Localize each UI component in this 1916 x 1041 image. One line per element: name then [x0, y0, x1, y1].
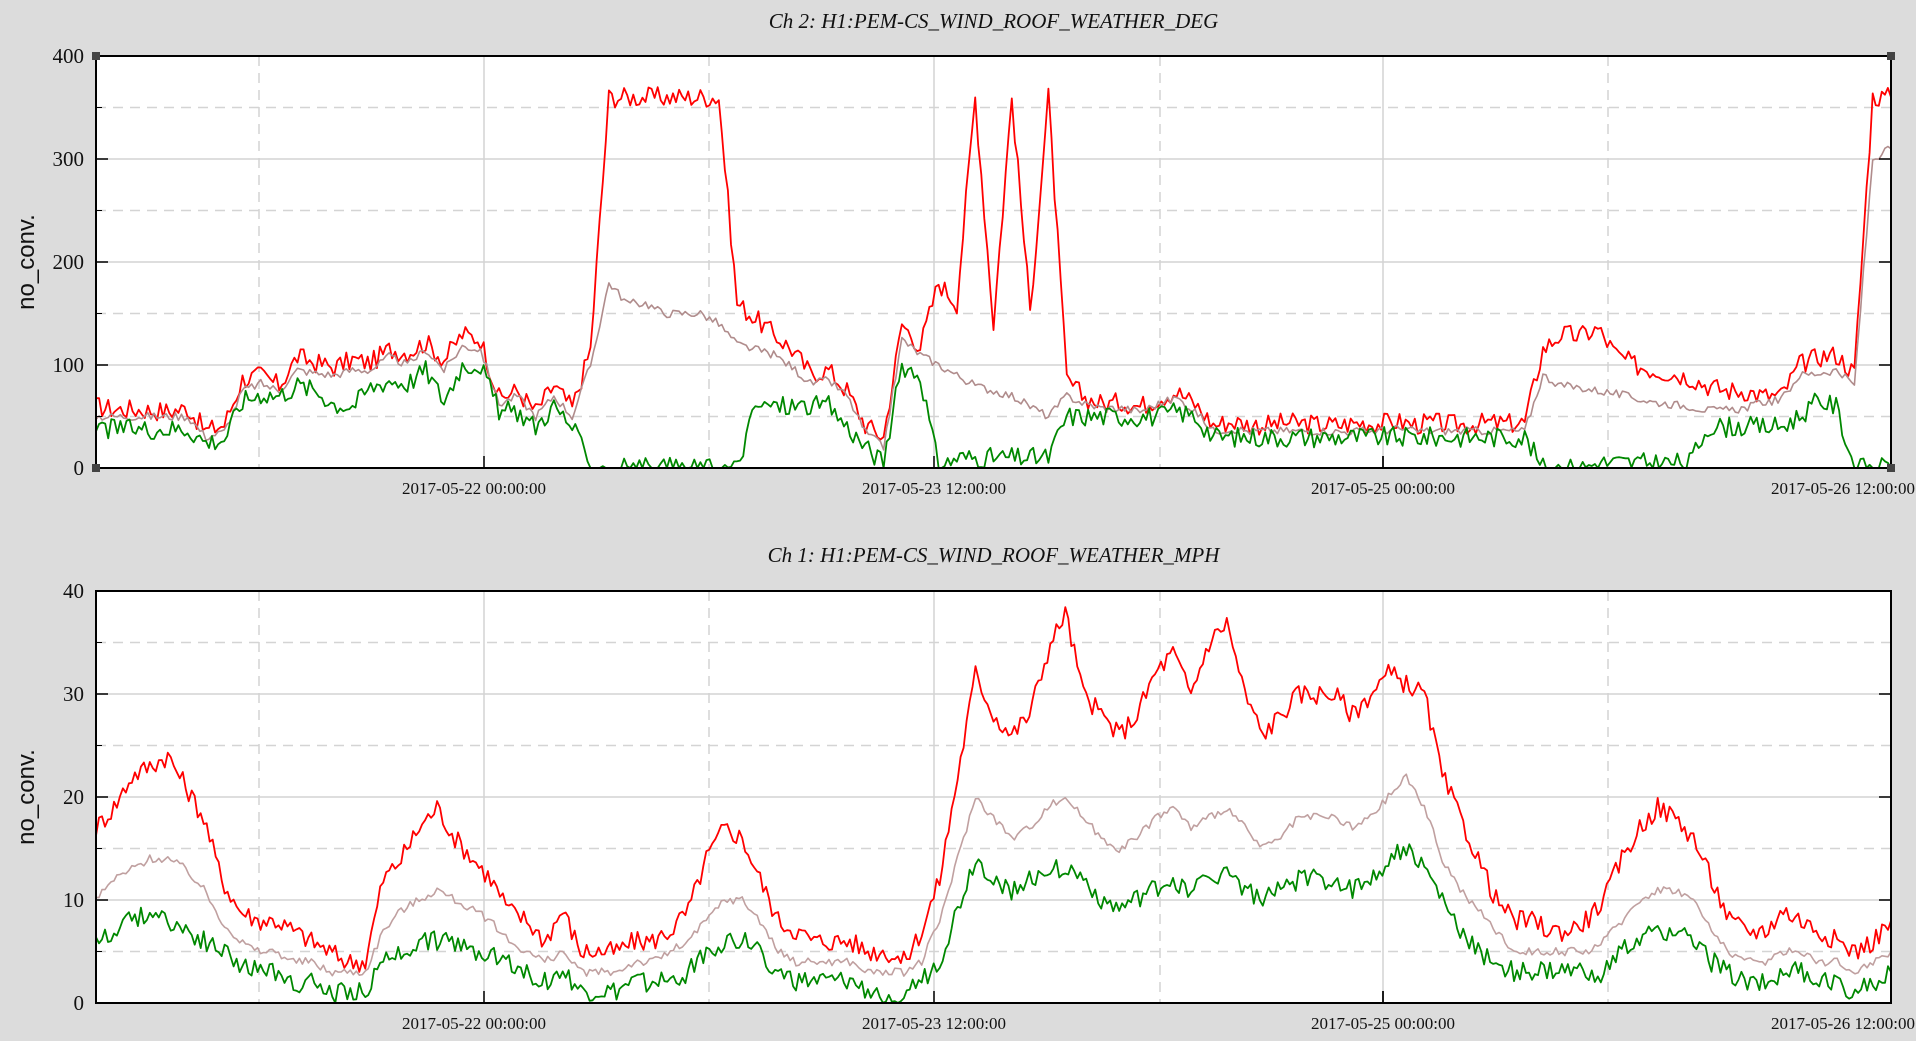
chart-1-xtick-label: 2017-05-22 00:00:00 — [402, 479, 546, 498]
chart-1-group: 0 100 200 300 400 2017-05-22 00:00:00 2017-05-… — [13, 9, 1915, 498]
chart-1-ytick-label: 100 — [53, 353, 85, 377]
chart-1-xtick-label: 2017-05-26 12:00:00 — [1771, 479, 1915, 498]
chart-2-series-max — [95, 606, 1892, 973]
chart-2-ytick-label: 30 — [63, 682, 84, 706]
chart-1-corner-handle — [92, 464, 100, 472]
chart-2-xtick-label: 2017-05-23 12:00:00 — [862, 1014, 1006, 1033]
chart-2-ytick-label: 10 — [63, 888, 84, 912]
chart-2-xtick-label: 2017-05-25 00:00:00 — [1311, 1014, 1455, 1033]
chart-1-corner-handle — [1887, 52, 1895, 60]
chart-1-xtick-label: 2017-05-23 12:00:00 — [862, 479, 1006, 498]
chart-1-series-min — [95, 360, 1892, 469]
chart-2-ylabel: no_conv. — [13, 749, 40, 845]
chart-2-ytick-label: 0 — [74, 991, 85, 1015]
chart-1-ylabel: no_conv. — [13, 214, 40, 310]
chart-2-ytick-label: 20 — [63, 785, 84, 809]
chart-1-corner-handle — [92, 52, 100, 60]
chart-1-series-mean — [95, 145, 1892, 451]
chart-2-xtick-label: 2017-05-26 12:00:00 — [1771, 1014, 1915, 1033]
chart-1-corner-handle — [1887, 464, 1895, 472]
chart-1-xtick-label: 2017-05-25 00:00:00 — [1311, 479, 1455, 498]
chart-1-ytick-label: 400 — [53, 44, 85, 68]
chart-2-group: 0 10 20 30 40 2017-05-22 00:00:00 2017-05-23 1… — [13, 543, 1915, 1033]
chart-2-title: Ch 1: H1:PEM-CS_WIND_ROOF_WEATHER_MPH — [768, 543, 1222, 567]
chart-1-ytick-label: 0 — [74, 456, 85, 480]
chart-1-title: Ch 2: H1:PEM-CS_WIND_ROOF_WEATHER_DEG — [769, 9, 1218, 33]
chart-1-ytick-label: 200 — [53, 250, 85, 274]
chart-2-xtick-label: 2017-05-22 00:00:00 — [402, 1014, 546, 1033]
chart-2-ytick-label: 40 — [63, 579, 84, 603]
chart-1-ytick-label: 300 — [53, 147, 85, 171]
chart-1-series-max — [95, 86, 1892, 441]
chart-2-series-min — [95, 843, 1892, 1004]
chart-2-series-mean — [95, 773, 1892, 977]
